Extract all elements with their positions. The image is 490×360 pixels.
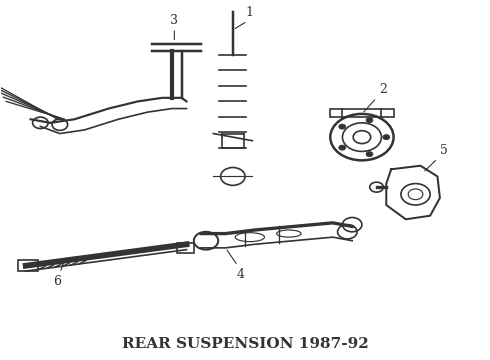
Circle shape: [366, 152, 373, 157]
Circle shape: [366, 118, 373, 123]
Circle shape: [339, 124, 345, 129]
Circle shape: [339, 145, 345, 150]
Text: 6: 6: [53, 275, 61, 288]
Text: 3: 3: [171, 14, 178, 27]
Circle shape: [383, 135, 390, 140]
Text: 2: 2: [379, 83, 387, 96]
Text: 5: 5: [440, 144, 448, 157]
Text: REAR SUSPENSION 1987-92: REAR SUSPENSION 1987-92: [122, 337, 368, 351]
Text: 4: 4: [236, 267, 244, 280]
Text: 1: 1: [246, 5, 254, 18]
